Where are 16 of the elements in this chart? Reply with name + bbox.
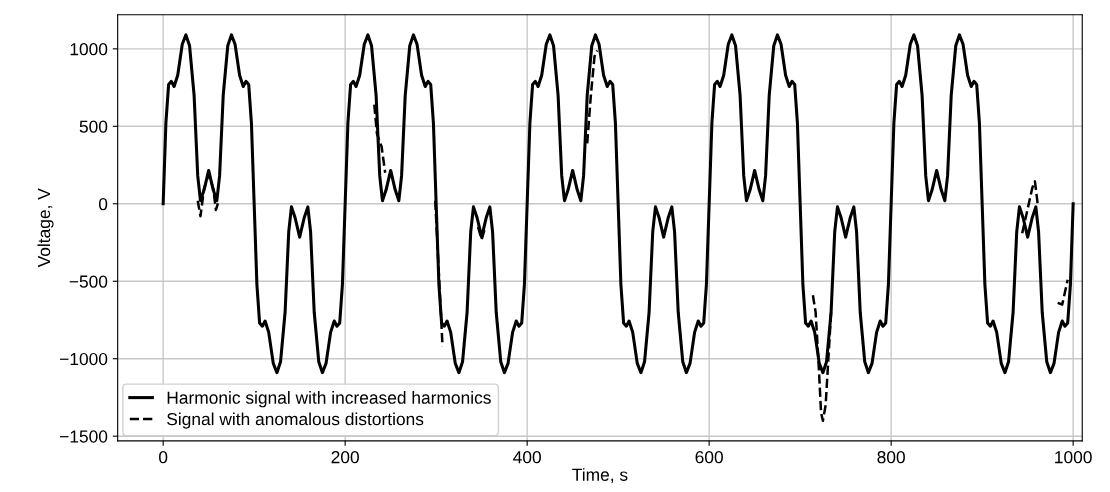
y-tick-label: −1000 [60,352,108,366]
legend-label: Signal with anomalous distortions [167,412,424,429]
y-tick-label: 1000 [70,43,108,56]
x-tick-label: 1000 [1055,451,1092,464]
x-tick-label: 0 [159,451,168,464]
x-axis-title: Time, s [572,468,628,483]
y-tick-label: −500 [69,275,108,288]
y-tick-label: −1500 [60,430,108,443]
y-tick-label: 500 [79,120,108,133]
legend-label: Harmonic signal with increased harmonics [167,391,491,408]
y-axis-title: Voltage, V [37,188,54,268]
x-tick-label: 600 [695,451,723,464]
x-tick-label: 800 [877,451,905,464]
y-tick-label: 0 [98,197,108,211]
x-tick-label: 400 [513,451,541,464]
x-tick-label: 200 [331,451,359,464]
